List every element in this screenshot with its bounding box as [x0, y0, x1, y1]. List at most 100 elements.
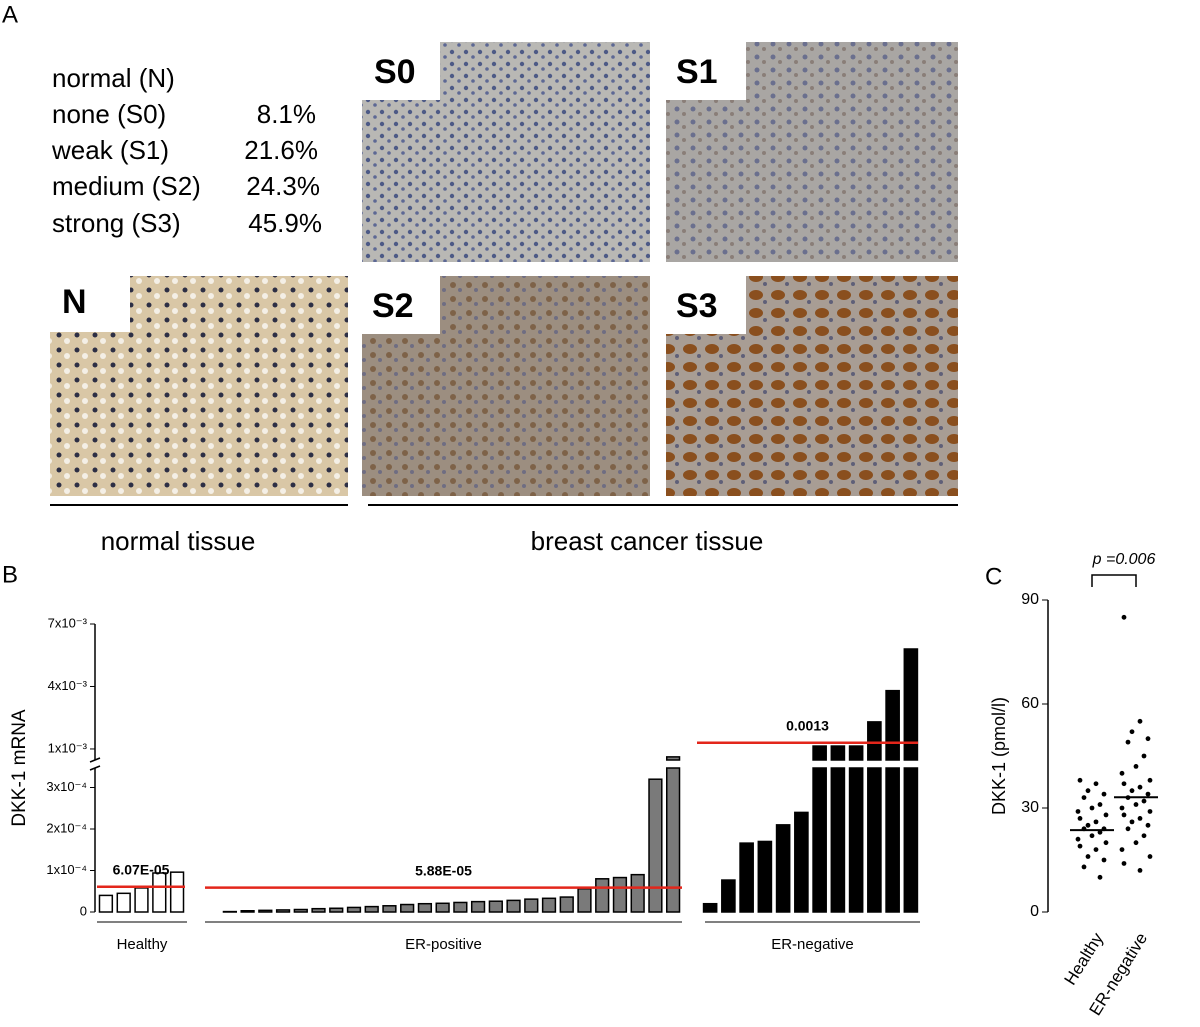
x-tick-label: Healthy — [1061, 929, 1108, 988]
score-label: none (S0) — [52, 99, 166, 129]
data-point — [1133, 840, 1139, 846]
y-tick-label: 3x10⁻⁴ — [46, 779, 87, 794]
bar — [830, 767, 846, 913]
bar — [775, 824, 791, 913]
bar — [630, 873, 645, 913]
y-tick-label: 4x10⁻³ — [48, 678, 88, 693]
bar — [702, 902, 718, 913]
data-point — [1137, 784, 1143, 790]
bar — [311, 907, 326, 913]
data-point — [1119, 805, 1125, 811]
data-point — [1093, 847, 1099, 852]
data-point — [1081, 864, 1087, 870]
label-box — [50, 276, 130, 332]
data-point — [1103, 812, 1109, 818]
y-tick-label: 7x10⁻³ — [48, 615, 88, 630]
bar — [453, 901, 468, 913]
y-tick-label: 0 — [80, 903, 87, 918]
data-point — [1129, 819, 1135, 825]
data-point — [1129, 729, 1135, 735]
bar — [666, 767, 681, 913]
data-point — [1145, 822, 1151, 828]
data-point — [1081, 795, 1087, 800]
data-point — [1125, 739, 1131, 745]
data-point — [1121, 781, 1127, 787]
data-point — [1137, 868, 1143, 873]
y-tick-label: 60 — [1021, 695, 1039, 712]
bar — [364, 905, 379, 913]
bar — [812, 745, 827, 761]
significance-bracket — [1091, 574, 1137, 587]
label-box — [362, 42, 440, 100]
data-point — [1101, 791, 1107, 797]
group-label: ER-negative — [771, 936, 854, 953]
bar — [721, 879, 736, 913]
score-percent: 8.1% — [257, 99, 316, 129]
data-point — [1097, 802, 1103, 807]
bar — [240, 910, 255, 913]
bar — [666, 756, 681, 761]
data-point — [1137, 718, 1143, 724]
data-point — [1125, 826, 1131, 832]
bar — [739, 842, 754, 913]
bar — [848, 745, 864, 761]
bar — [903, 648, 919, 761]
panel-label: A — [2, 1, 18, 28]
data-point — [1075, 836, 1081, 842]
bar — [134, 887, 149, 913]
bar — [275, 909, 291, 913]
data-point — [1147, 854, 1153, 859]
bar — [346, 906, 362, 913]
image-label: N — [62, 283, 87, 321]
data-point — [1141, 798, 1147, 804]
data-point — [1147, 809, 1153, 814]
bar — [812, 767, 827, 913]
bar — [488, 900, 503, 913]
data-point — [1121, 861, 1127, 866]
mean-label: 5.88E-05 — [415, 862, 472, 878]
data-point — [1119, 770, 1125, 776]
bar — [903, 767, 919, 913]
data-point — [1093, 819, 1099, 825]
y-tick-label: 1x10⁻³ — [48, 740, 88, 755]
label-box — [362, 276, 440, 334]
mean-label: 6.07E-05 — [113, 862, 170, 878]
label-box — [666, 42, 746, 100]
bar — [794, 811, 809, 913]
image-label: S2 — [372, 287, 414, 325]
data-point — [1075, 809, 1081, 814]
data-point — [1145, 736, 1151, 742]
data-point — [1077, 816, 1083, 821]
group-label: ER-positive — [405, 936, 482, 953]
bar — [757, 840, 773, 913]
bar — [470, 900, 486, 913]
image-label: S0 — [374, 53, 416, 91]
score-label: strong (S3) — [52, 208, 181, 238]
bar — [595, 878, 610, 913]
data-point — [1077, 843, 1083, 849]
bar — [648, 778, 663, 913]
data-point — [1147, 777, 1153, 783]
data-point — [1093, 781, 1099, 787]
score-label: weak (S1) — [51, 135, 169, 165]
score-label: medium (S2) — [52, 171, 201, 201]
axis-break — [89, 765, 101, 771]
panel-label: B — [2, 561, 18, 588]
data-point — [1145, 791, 1151, 797]
caption: breast cancer tissue — [531, 526, 764, 556]
data-point — [1121, 614, 1127, 620]
score-label: normal (N) — [52, 63, 175, 93]
data-point — [1097, 874, 1103, 880]
group-label: Healthy — [117, 936, 168, 953]
bar — [417, 902, 433, 913]
bar — [885, 689, 900, 761]
bar — [541, 897, 557, 913]
bar — [577, 888, 592, 913]
bar — [612, 876, 628, 913]
data-point — [1077, 777, 1083, 783]
bar — [867, 721, 882, 761]
data-point — [1119, 847, 1125, 852]
data-point — [1103, 840, 1109, 846]
bar — [506, 899, 521, 913]
data-point — [1089, 833, 1095, 839]
